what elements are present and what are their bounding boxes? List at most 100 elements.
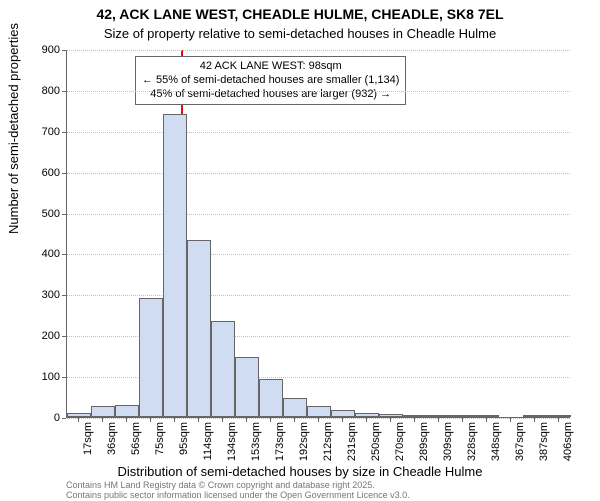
x-tick-mark [246,418,247,422]
histogram-bar [403,415,427,417]
histogram-bar [67,413,91,417]
x-tick-mark [102,418,103,422]
x-tick-label: 328sqm [466,422,478,472]
gridline [67,91,570,92]
x-tick-label: 250sqm [370,422,382,472]
annotation-line-1: 42 ACK LANE WEST: 98sqm [142,60,399,74]
histogram-bar [283,398,307,417]
annotation-box: 42 ACK LANE WEST: 98sqm ← 55% of semi-de… [135,56,406,105]
x-tick-label: 192sqm [298,422,310,472]
x-tick-mark [390,418,391,422]
x-tick-mark [414,418,415,422]
histogram-bar [427,415,451,417]
histogram-bar [235,357,259,418]
x-tick-label: 36sqm [106,422,118,472]
gridline [67,173,570,174]
y-tick-mark [62,173,66,174]
histogram-bar [115,405,139,417]
x-tick-mark [342,418,343,422]
gridline [67,132,570,133]
x-tick-mark [270,418,271,422]
y-tick-label: 100 [30,371,60,383]
x-tick-mark [78,418,79,422]
histogram-bar [259,379,283,417]
histogram-bar [139,298,163,417]
x-tick-mark [222,418,223,422]
y-tick-label: 0 [30,412,60,424]
x-tick-mark [366,418,367,422]
y-tick-label: 700 [30,126,60,138]
x-tick-label: 387sqm [538,422,550,472]
x-tick-mark [486,418,487,422]
x-tick-mark [462,418,463,422]
x-tick-label: 56sqm [130,422,142,472]
y-tick-label: 900 [30,44,60,56]
x-tick-label: 17sqm [82,422,94,472]
y-tick-mark [62,377,66,378]
annotation-line-3: 45% of semi-detached houses are larger (… [142,88,399,102]
x-tick-label: 173sqm [274,422,286,472]
x-tick-label: 153sqm [250,422,262,472]
annotation-line-2: ← 55% of semi-detached houses are smalle… [142,74,399,88]
histogram-bar [331,410,355,417]
x-tick-mark [174,418,175,422]
y-tick-mark [62,132,66,133]
y-tick-mark [62,254,66,255]
histogram-bar [475,415,499,417]
x-tick-mark [318,418,319,422]
footer-line-2: Contains public sector information licen… [66,491,410,501]
gridline [67,254,570,255]
histogram-bar [355,413,379,417]
x-tick-mark [510,418,511,422]
footer-attribution: Contains HM Land Registry data © Crown c… [66,481,410,501]
histogram-bar [211,321,235,417]
histogram-bar [547,415,571,417]
x-tick-mark [558,418,559,422]
y-tick-mark [62,295,66,296]
x-tick-label: 406sqm [562,422,574,472]
y-tick-label: 400 [30,248,60,260]
x-tick-label: 367sqm [514,422,526,472]
plot-area: 42 ACK LANE WEST: 98sqm ← 55% of semi-de… [66,50,570,418]
histogram-bar [379,414,403,417]
y-tick-label: 600 [30,167,60,179]
y-tick-mark [62,214,66,215]
y-tick-label: 300 [30,289,60,301]
histogram-bar [451,415,475,417]
x-tick-label: 348sqm [490,422,502,472]
x-tick-label: 114sqm [202,422,214,472]
histogram-bar [523,415,547,417]
x-tick-mark [294,418,295,422]
x-tick-label: 309sqm [442,422,454,472]
chart-container: 42, ACK LANE WEST, CHEADLE HULME, CHEADL… [0,0,600,500]
y-tick-mark [62,418,66,419]
histogram-bar [187,240,211,417]
y-tick-mark [62,336,66,337]
gridline [67,50,570,51]
x-tick-label: 231sqm [346,422,358,472]
gridline [67,214,570,215]
x-tick-label: 134sqm [226,422,238,472]
y-axis-label: Number of semi-detached properties [6,23,21,234]
y-tick-label: 500 [30,208,60,220]
histogram-bar [91,406,115,417]
histogram-bar [163,114,187,417]
y-tick-mark [62,50,66,51]
y-tick-label: 800 [30,85,60,97]
x-tick-label: 75sqm [154,422,166,472]
chart-title: 42, ACK LANE WEST, CHEADLE HULME, CHEADL… [0,6,600,22]
x-tick-mark [150,418,151,422]
y-tick-label: 200 [30,330,60,342]
x-tick-mark [198,418,199,422]
x-tick-label: 289sqm [418,422,430,472]
gridline [67,295,570,296]
x-tick-mark [438,418,439,422]
chart-subtitle: Size of property relative to semi-detach… [0,26,600,41]
histogram-bar [307,406,331,417]
x-tick-mark [534,418,535,422]
x-tick-label: 270sqm [394,422,406,472]
x-tick-mark [126,418,127,422]
x-tick-label: 95sqm [178,422,190,472]
y-tick-mark [62,91,66,92]
x-tick-label: 212sqm [322,422,334,472]
